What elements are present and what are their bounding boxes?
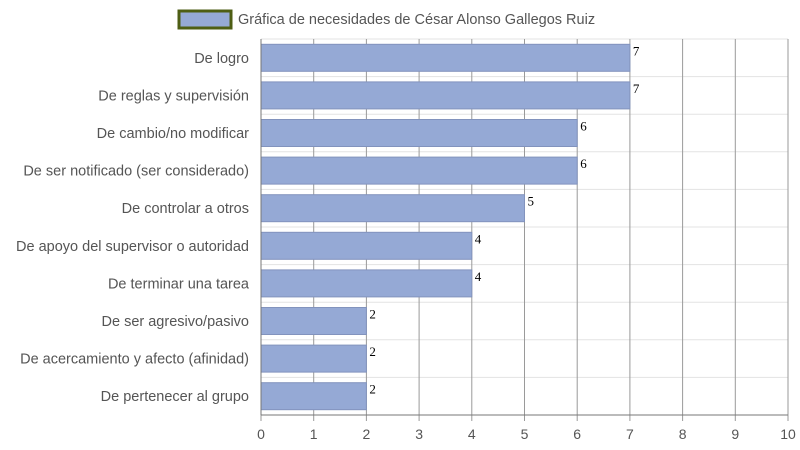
- x-tick-label: 3: [415, 426, 423, 442]
- data-label: 2: [369, 307, 376, 322]
- data-label: 2: [369, 382, 376, 397]
- category-label: De acercamiento y afecto (afinidad): [20, 352, 249, 368]
- data-label: 7: [633, 81, 640, 96]
- x-tick-label: 6: [573, 426, 581, 442]
- x-tick-label: 0: [257, 426, 265, 442]
- data-label: 7: [633, 43, 640, 58]
- bars: [260, 43, 631, 411]
- category-label: De controlar a otros: [122, 201, 249, 217]
- category-label: De ser agresivo/pasivo: [102, 314, 250, 330]
- bar: [260, 344, 367, 373]
- category-label: De pertenecer al grupo: [101, 389, 249, 405]
- data-label: 4: [475, 269, 482, 284]
- bar: [260, 269, 473, 298]
- x-tick-label: 8: [679, 426, 687, 442]
- bar: [260, 43, 631, 72]
- data-label: 2: [369, 344, 376, 359]
- category-label: De cambio/no modificar: [97, 126, 249, 142]
- axes: [260, 39, 788, 416]
- data-label: 5: [528, 194, 535, 209]
- category-label: De apoyo del supervisor o autoridad: [16, 239, 249, 255]
- data-label: 6: [580, 119, 587, 134]
- category-label: De terminar una tarea: [108, 276, 250, 292]
- category-labels: De logro De reglas y supervisión De cambio…: [16, 51, 250, 405]
- x-tick-label: 5: [521, 426, 529, 442]
- bar: [260, 231, 473, 260]
- legend-label: Gráfica de necesidades de César Alonso G…: [238, 12, 595, 28]
- category-label: De ser notificado (ser considerado): [23, 164, 249, 180]
- data-label: 4: [475, 231, 482, 246]
- bar: [260, 156, 578, 185]
- x-tick-label: 2: [363, 426, 371, 442]
- x-tick-labels: 0 1 2 3 4 5 6 7 8 9 10: [257, 426, 796, 442]
- legend-swatch: [177, 9, 233, 30]
- x-tick-label: 10: [780, 426, 796, 442]
- bar: [260, 119, 578, 147]
- data-label: 6: [580, 156, 587, 171]
- bar: [260, 382, 367, 411]
- category-label: De reglas y supervisión: [98, 88, 249, 104]
- bar: [260, 81, 631, 110]
- x-tick-label: 7: [626, 426, 634, 442]
- x-tick-label: 9: [731, 426, 739, 442]
- category-label: De logro: [194, 51, 249, 67]
- data-labels: 7 7 6 6 5 4 4 2 2 2: [369, 43, 640, 396]
- bar: [260, 307, 367, 335]
- legend: Gráfica de necesidades de César Alonso G…: [177, 9, 595, 30]
- x-tick-label: 1: [310, 426, 318, 442]
- x-tick-label: 4: [468, 426, 476, 442]
- bar: [260, 194, 525, 223]
